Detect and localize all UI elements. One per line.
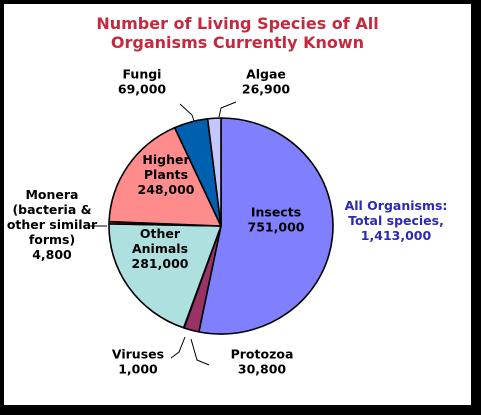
slice-label-algae: Algae 26,900 [242,67,291,97]
slice-label-higher-plants: Higher Plants 248,000 [138,152,195,197]
total-annotation: All Organisms: Total species, 1,413,000 [345,198,448,243]
chart-title: Number of Living Species of All Organism… [96,14,379,52]
slice-label-insects: Insects 751,000 [248,205,305,235]
slice-higher-plants [108,126,222,227]
slice-label-other-animals: Other Animals 281,000 [132,226,189,271]
leader-line-viruses [170,336,186,359]
slice-label-viruses: Viruses 1,000 [112,347,164,377]
slice-algae [206,117,222,227]
slice-label-monera-bacteria-other-similar-forms: Monera (bacteria & other similar forms) 4,80… [7,187,98,262]
chart-panel: Number of Living Species of All Organism… [4,4,471,405]
slice-label-protozoa: Protozoa 30,800 [231,347,294,377]
leader-line-protozoa [190,338,210,366]
slice-insects [198,117,334,335]
leader-line-fungi [179,103,195,122]
pie-chart: Insects 751,000 Protozoa 30,800 Viruses 1,000… [7,67,448,377]
leader-line-algae [218,101,237,118]
slice-label-fungi: Fungi 69,000 [118,67,167,97]
slice-other-animals [108,223,222,329]
